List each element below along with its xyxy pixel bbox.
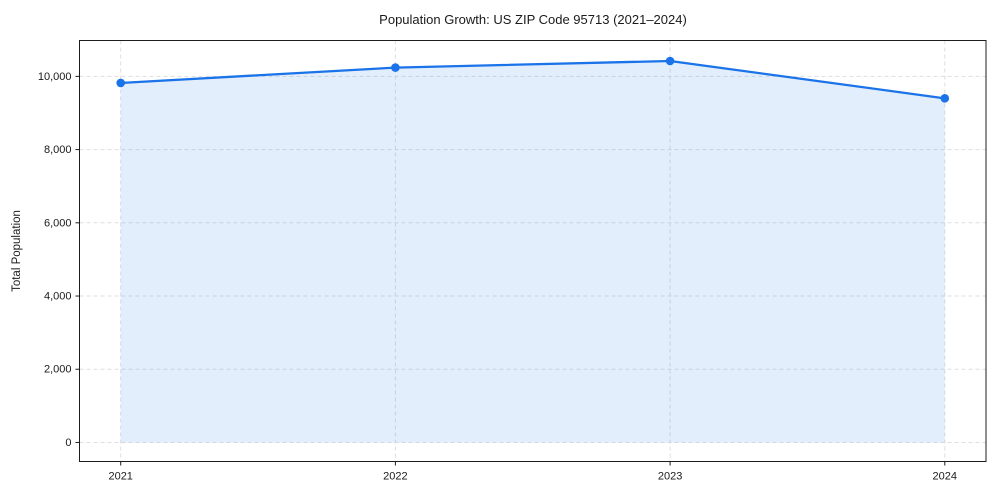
svg-text:6,000: 6,000 (44, 217, 72, 229)
svg-text:0: 0 (65, 437, 71, 449)
svg-text:4,000: 4,000 (44, 291, 72, 303)
svg-text:2022: 2022 (383, 471, 407, 483)
svg-text:2021: 2021 (108, 471, 132, 483)
area-fill (120, 61, 945, 443)
svg-text:10,000: 10,000 (38, 71, 72, 83)
svg-text:2,000: 2,000 (44, 364, 72, 376)
data-point-markers (116, 56, 950, 103)
svg-text:8,000: 8,000 (44, 144, 72, 156)
axis-ticks (75, 75, 946, 466)
svg-text:2024: 2024 (933, 471, 957, 483)
chart-title: Population Growth: US ZIP Code 95713 (20… (379, 12, 687, 27)
gridlines (79, 40, 986, 462)
plot-border (79, 40, 987, 462)
axis-tick-labels: 2021 2022 2023 2024 0 2,000 4,000 6,000 8,000 10,… (38, 71, 957, 483)
svg-text:2023: 2023 (658, 471, 682, 483)
population-line (119, 59, 946, 100)
